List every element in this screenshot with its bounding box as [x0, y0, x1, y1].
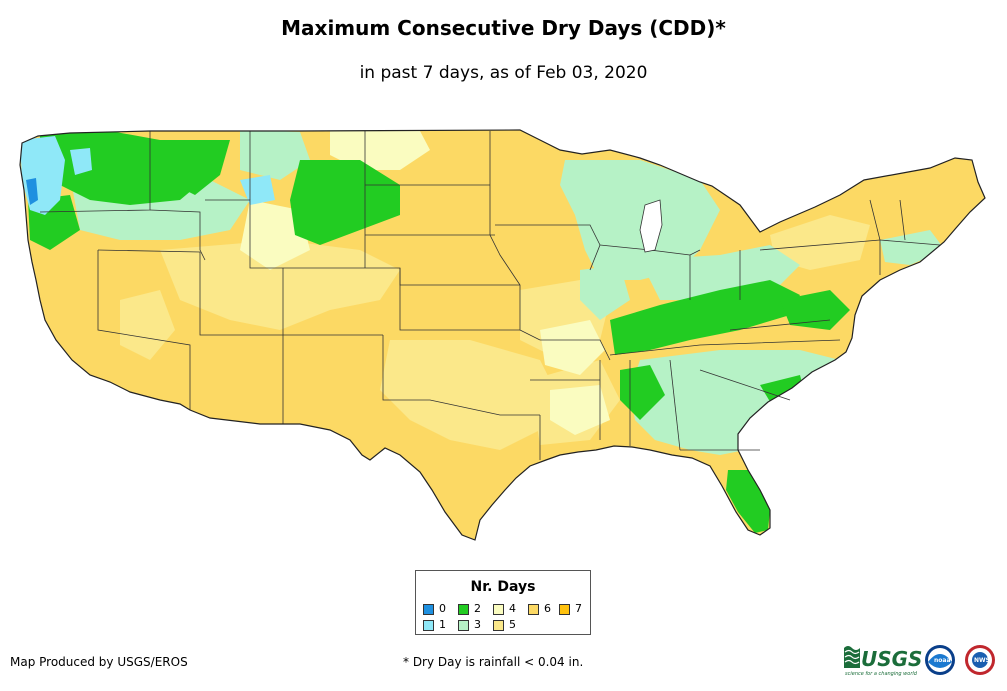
noaa-logo: noaa	[925, 645, 955, 675]
cdd-zone-3-rockies	[240, 130, 310, 180]
cdd-zone-3-great-lakes	[560, 160, 720, 280]
legend-item-1: 1	[423, 618, 446, 631]
legend-swatch-4	[493, 603, 504, 615]
cdd-zone-2-florida	[726, 470, 770, 533]
usgs-logo: USGS science for a changing world	[844, 646, 922, 677]
cdd-zone-1-washington-inner	[70, 148, 92, 175]
legend-swatch-6	[528, 603, 539, 615]
cdd-zone-5-texas	[380, 340, 560, 450]
cdd-zone-0-coast	[26, 178, 38, 205]
cdd-zone-4-mississippi	[550, 385, 610, 435]
legend-label-6: 6	[544, 602, 551, 615]
cdd-zone-2-montana	[290, 160, 400, 245]
legend-label-1: 1	[439, 618, 446, 631]
cdd-zone-3-arkansas	[580, 265, 630, 320]
legend-swatch-7	[559, 603, 570, 615]
legend-item-0: 0	[423, 602, 446, 615]
legend-swatch-0	[423, 603, 434, 615]
legend-label-5: 5	[509, 618, 516, 631]
legend: Nr. Days 0 1 2 3 4 5 6 7	[415, 570, 591, 635]
cdd-zone-4-missouri	[540, 320, 605, 375]
agency-logos: USGS science for a changing world noaa N…	[844, 645, 995, 677]
nws-logo: NWS	[965, 645, 995, 675]
legend-item-6: 6	[528, 602, 551, 615]
legend-item-5: 5	[493, 618, 516, 631]
cdd-zone-5-plains	[160, 240, 400, 330]
noaa-label: noaa	[934, 657, 951, 664]
cdd-zone-1-montana	[240, 175, 275, 205]
legend-item-3: 3	[458, 618, 481, 631]
state-boundaries	[39, 131, 941, 460]
legend-label-7: 7	[575, 602, 582, 615]
map-credit: Map Produced by USGS/EROS	[10, 655, 188, 669]
legend-item-2: 2	[458, 602, 481, 615]
cdd-zone-5-west	[120, 290, 175, 360]
cdd-zone-5-northeast	[770, 215, 870, 270]
map-subtitle: in past 7 days, as of Feb 03, 2020	[359, 63, 648, 83]
lake-michigan	[639, 199, 663, 253]
usgs-tagline: science for a changing world	[845, 671, 918, 677]
legend-swatch-3	[458, 619, 469, 631]
footnote: * Dry Day is rainfall < 0.04 in.	[403, 655, 584, 669]
legend-label-4: 4	[509, 602, 516, 615]
legend-label-2: 2	[474, 602, 481, 615]
cdd-zone-2-idaho	[160, 140, 230, 195]
usgs-wordmark: USGS	[861, 647, 922, 671]
map-title: Maximum Consecutive Dry Days (CDD)*	[281, 16, 726, 40]
cdd-zone-3-southeast	[630, 350, 840, 455]
us-outline	[19, 129, 986, 541]
cdd-zone-2-virginia	[780, 290, 850, 330]
legend-label-0: 0	[439, 602, 446, 615]
legend-title: Nr. Days	[470, 579, 536, 595]
legend-label-3: 3	[474, 618, 481, 631]
cdd-zone-2-tennessee	[610, 280, 800, 355]
legend-item-4: 4	[493, 602, 516, 615]
cdd-zone-2-alabama	[620, 365, 665, 420]
legend-swatch-2	[458, 603, 469, 615]
legend-item-7: 7	[559, 602, 582, 615]
legend-swatch-5	[493, 619, 504, 631]
legend-swatch-1	[423, 619, 434, 631]
nws-label: NWS	[974, 657, 990, 664]
